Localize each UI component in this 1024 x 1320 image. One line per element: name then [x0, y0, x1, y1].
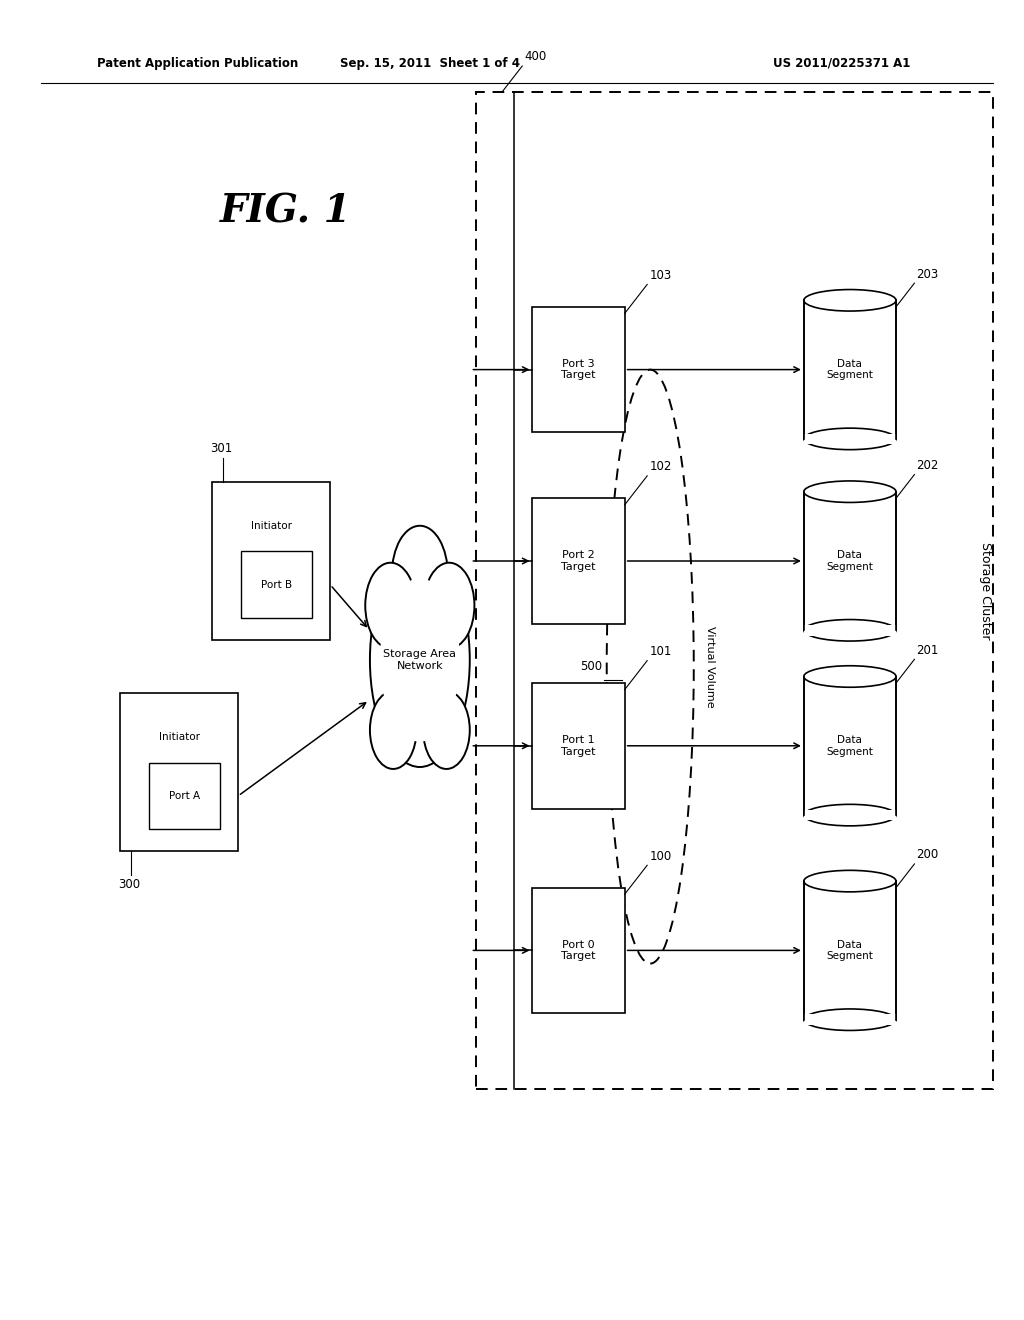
Text: Data
Segment: Data Segment [826, 550, 873, 572]
Text: 202: 202 [916, 459, 939, 473]
Text: Initiator: Initiator [251, 521, 292, 531]
Ellipse shape [804, 428, 896, 450]
Bar [804, 624, 896, 636]
Bar [532, 887, 625, 1014]
Bar [121, 693, 238, 851]
Text: Port 0
Target: Port 0 Target [561, 940, 596, 961]
Text: 301: 301 [211, 442, 232, 455]
Text: 203: 203 [916, 268, 939, 281]
Bar [804, 1014, 896, 1026]
Bar [532, 682, 625, 808]
Bar [532, 499, 625, 624]
Ellipse shape [804, 1008, 896, 1031]
Text: 100: 100 [649, 850, 672, 863]
Ellipse shape [804, 870, 896, 892]
Bar [532, 308, 625, 433]
Ellipse shape [392, 525, 447, 623]
Text: Port 3
Target: Port 3 Target [561, 359, 596, 380]
Text: Data
Segment: Data Segment [826, 940, 873, 961]
Ellipse shape [804, 665, 896, 688]
Ellipse shape [380, 578, 460, 742]
Text: 101: 101 [649, 645, 672, 659]
Bar [804, 676, 896, 814]
Text: 103: 103 [649, 269, 672, 281]
Ellipse shape [804, 619, 896, 642]
Bar [804, 882, 896, 1019]
Text: 201: 201 [916, 644, 939, 657]
Text: Data
Segment: Data Segment [826, 359, 873, 380]
Ellipse shape [366, 562, 416, 648]
Text: Port 2
Target: Port 2 Target [561, 550, 596, 572]
Text: Port 1
Target: Port 1 Target [561, 735, 596, 756]
Ellipse shape [423, 692, 470, 770]
Text: Initiator: Initiator [159, 733, 200, 742]
Text: US 2011/0225371 A1: US 2011/0225371 A1 [773, 57, 910, 70]
Text: Virtual Volume: Virtual Volume [705, 626, 715, 708]
Ellipse shape [370, 692, 417, 770]
Bar [804, 433, 896, 445]
Ellipse shape [804, 480, 896, 503]
Text: 400: 400 [524, 50, 547, 63]
Text: Port B: Port B [261, 579, 292, 590]
Text: Storage Cluster: Storage Cluster [979, 543, 991, 639]
Text: Sep. 15, 2011  Sheet 1 of 4: Sep. 15, 2011 Sheet 1 of 4 [340, 57, 520, 70]
Bar [213, 482, 330, 640]
Bar [150, 763, 219, 829]
Text: Data
Segment: Data Segment [826, 735, 873, 756]
Text: 300: 300 [118, 878, 140, 891]
Text: Storage Area
Network: Storage Area Network [383, 649, 457, 671]
Bar [242, 552, 311, 618]
Text: FIG. 1: FIG. 1 [220, 193, 352, 230]
Text: 500: 500 [580, 660, 602, 673]
Text: Port A: Port A [169, 791, 200, 801]
Text: 102: 102 [649, 461, 672, 474]
Ellipse shape [804, 289, 896, 312]
Ellipse shape [424, 562, 474, 648]
Bar [804, 300, 896, 438]
Bar [804, 809, 896, 821]
Ellipse shape [804, 804, 896, 826]
Bar [476, 92, 993, 1089]
Bar [804, 492, 896, 631]
Ellipse shape [370, 553, 470, 767]
Text: Patent Application Publication: Patent Application Publication [97, 57, 299, 70]
Text: 200: 200 [916, 849, 939, 861]
